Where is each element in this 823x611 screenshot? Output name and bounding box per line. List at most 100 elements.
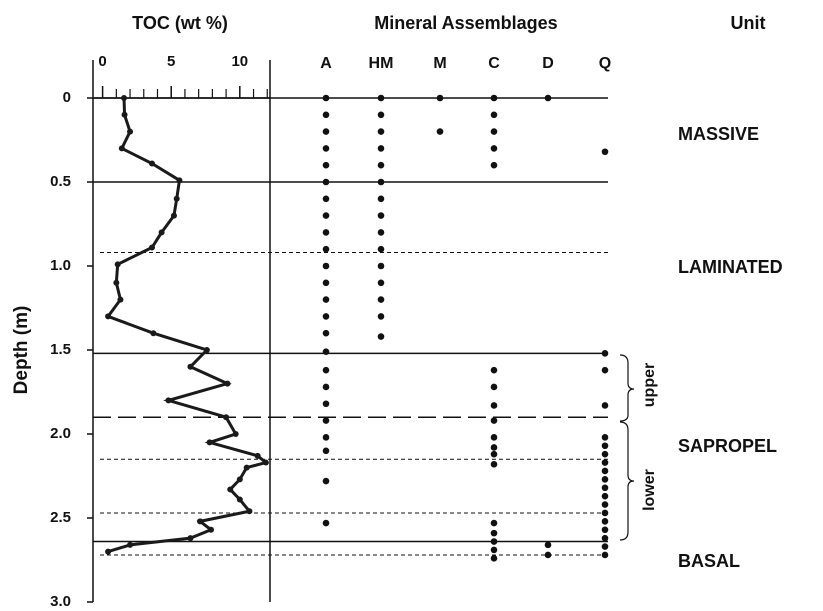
- brace: [619, 421, 635, 541]
- x-tick-label: 10: [231, 53, 248, 70]
- mineral-dot: [322, 348, 330, 355]
- mineral-dot: [322, 111, 330, 119]
- mineral-label: D: [542, 55, 554, 72]
- mineral-dot: [490, 417, 498, 424]
- mineral-dot: [322, 161, 330, 169]
- mineral-dot: [601, 518, 609, 525]
- mineral-dot: [601, 350, 609, 357]
- mineral-dot: [544, 94, 552, 102]
- mineral-dot: [490, 161, 498, 169]
- mineral-dot: [490, 383, 498, 391]
- mineral-dot: [377, 279, 385, 287]
- toc-point: [121, 95, 128, 101]
- mineral-dot: [490, 555, 498, 562]
- mineral-dot: [601, 492, 609, 500]
- mineral-dot: [322, 477, 330, 485]
- mineral-dot: [601, 543, 609, 550]
- toc-point: [158, 229, 165, 236]
- mineral-dot: [377, 262, 385, 270]
- mineral-dot: [322, 145, 330, 152]
- mineral-dot: [601, 551, 609, 559]
- mineral-dot: [490, 538, 498, 545]
- y-tick-label: 1.5: [50, 341, 71, 358]
- mineral-dot: [601, 467, 609, 475]
- mineral-dot: [322, 178, 330, 186]
- x-tick-label: 0: [98, 53, 106, 70]
- toc-point: [165, 397, 172, 404]
- toc-point: [243, 464, 250, 471]
- mineral-dot: [377, 178, 385, 186]
- mineral-dot: [377, 212, 385, 219]
- y-axis-title: Depth (m): [11, 306, 32, 395]
- y-tick-label: 0: [63, 89, 71, 106]
- mineral-dot: [322, 128, 330, 135]
- unit-label: MASSIVE: [678, 124, 759, 144]
- mineral-dot: [322, 229, 330, 236]
- toc-point: [187, 363, 194, 370]
- mineral-dot: [490, 460, 498, 468]
- toc-point: [224, 380, 231, 387]
- mineral-dot: [490, 145, 498, 152]
- toc-point: [203, 347, 210, 353]
- mineral-dot: [377, 333, 385, 340]
- mineral-dot: [322, 519, 330, 527]
- toc-point: [254, 452, 261, 459]
- mineral-dot: [601, 534, 609, 542]
- mineral-dot: [377, 245, 385, 253]
- mineral-dot: [322, 383, 330, 391]
- y-tick-label: 1.0: [50, 257, 71, 274]
- mineral-dot: [322, 262, 330, 270]
- mineral-dot: [377, 296, 385, 303]
- toc-point: [232, 431, 239, 437]
- y-tick-label: 2.0: [50, 425, 71, 442]
- mineral-dot: [377, 229, 385, 236]
- toc-point: [121, 111, 128, 118]
- mineral-dot: [490, 450, 498, 458]
- mineral-dot: [490, 434, 498, 441]
- mineral-dot: [436, 128, 444, 135]
- toc-point: [206, 439, 213, 446]
- toc-line: [105, 97, 270, 554]
- y-tick-label: 3.0: [50, 593, 71, 610]
- mineral-label: C: [488, 55, 500, 72]
- toc-point: [149, 244, 155, 251]
- subunit-label: lower: [641, 469, 658, 511]
- mineral-dot: [601, 526, 609, 534]
- mineral-dot: [322, 447, 330, 455]
- toc-point: [105, 548, 112, 555]
- mineral-dot: [377, 313, 385, 320]
- toc-point: [236, 496, 243, 503]
- mineral-dot: [601, 366, 609, 374]
- y-tick-label: 0.5: [50, 173, 71, 190]
- mineral-label: A: [320, 55, 332, 72]
- toc-point: [105, 313, 112, 320]
- mineral-label: Q: [599, 55, 611, 72]
- mineral-dot: [322, 400, 330, 408]
- mineral-label: M: [433, 55, 446, 72]
- mineral-dot: [490, 94, 498, 102]
- mineral-dot: [601, 402, 609, 409]
- mineral-dot: [377, 111, 385, 119]
- toc-point: [118, 145, 125, 152]
- mineral-dot: [322, 212, 330, 219]
- toc-point: [208, 526, 214, 533]
- toc-point: [173, 195, 180, 202]
- mineral-title: Mineral Assemblages: [374, 13, 557, 33]
- toc-point: [117, 296, 124, 303]
- toc-point: [246, 508, 253, 515]
- mineral-dot: [601, 434, 609, 441]
- mineral-dot: [490, 444, 498, 451]
- mineral-dot: [544, 551, 552, 559]
- mineral-dot: [601, 501, 609, 508]
- toc-point: [170, 212, 177, 219]
- mineral-label: HM: [369, 55, 394, 72]
- mineral-dot: [322, 417, 330, 424]
- toc-point: [149, 160, 155, 167]
- mineral-dot: [322, 195, 330, 203]
- toc-point: [236, 476, 243, 483]
- mineral-dot: [490, 529, 498, 537]
- mineral-dot: [490, 546, 498, 554]
- mineral-dot: [601, 450, 609, 458]
- mineral-dot: [377, 161, 385, 169]
- toc-point: [114, 261, 121, 268]
